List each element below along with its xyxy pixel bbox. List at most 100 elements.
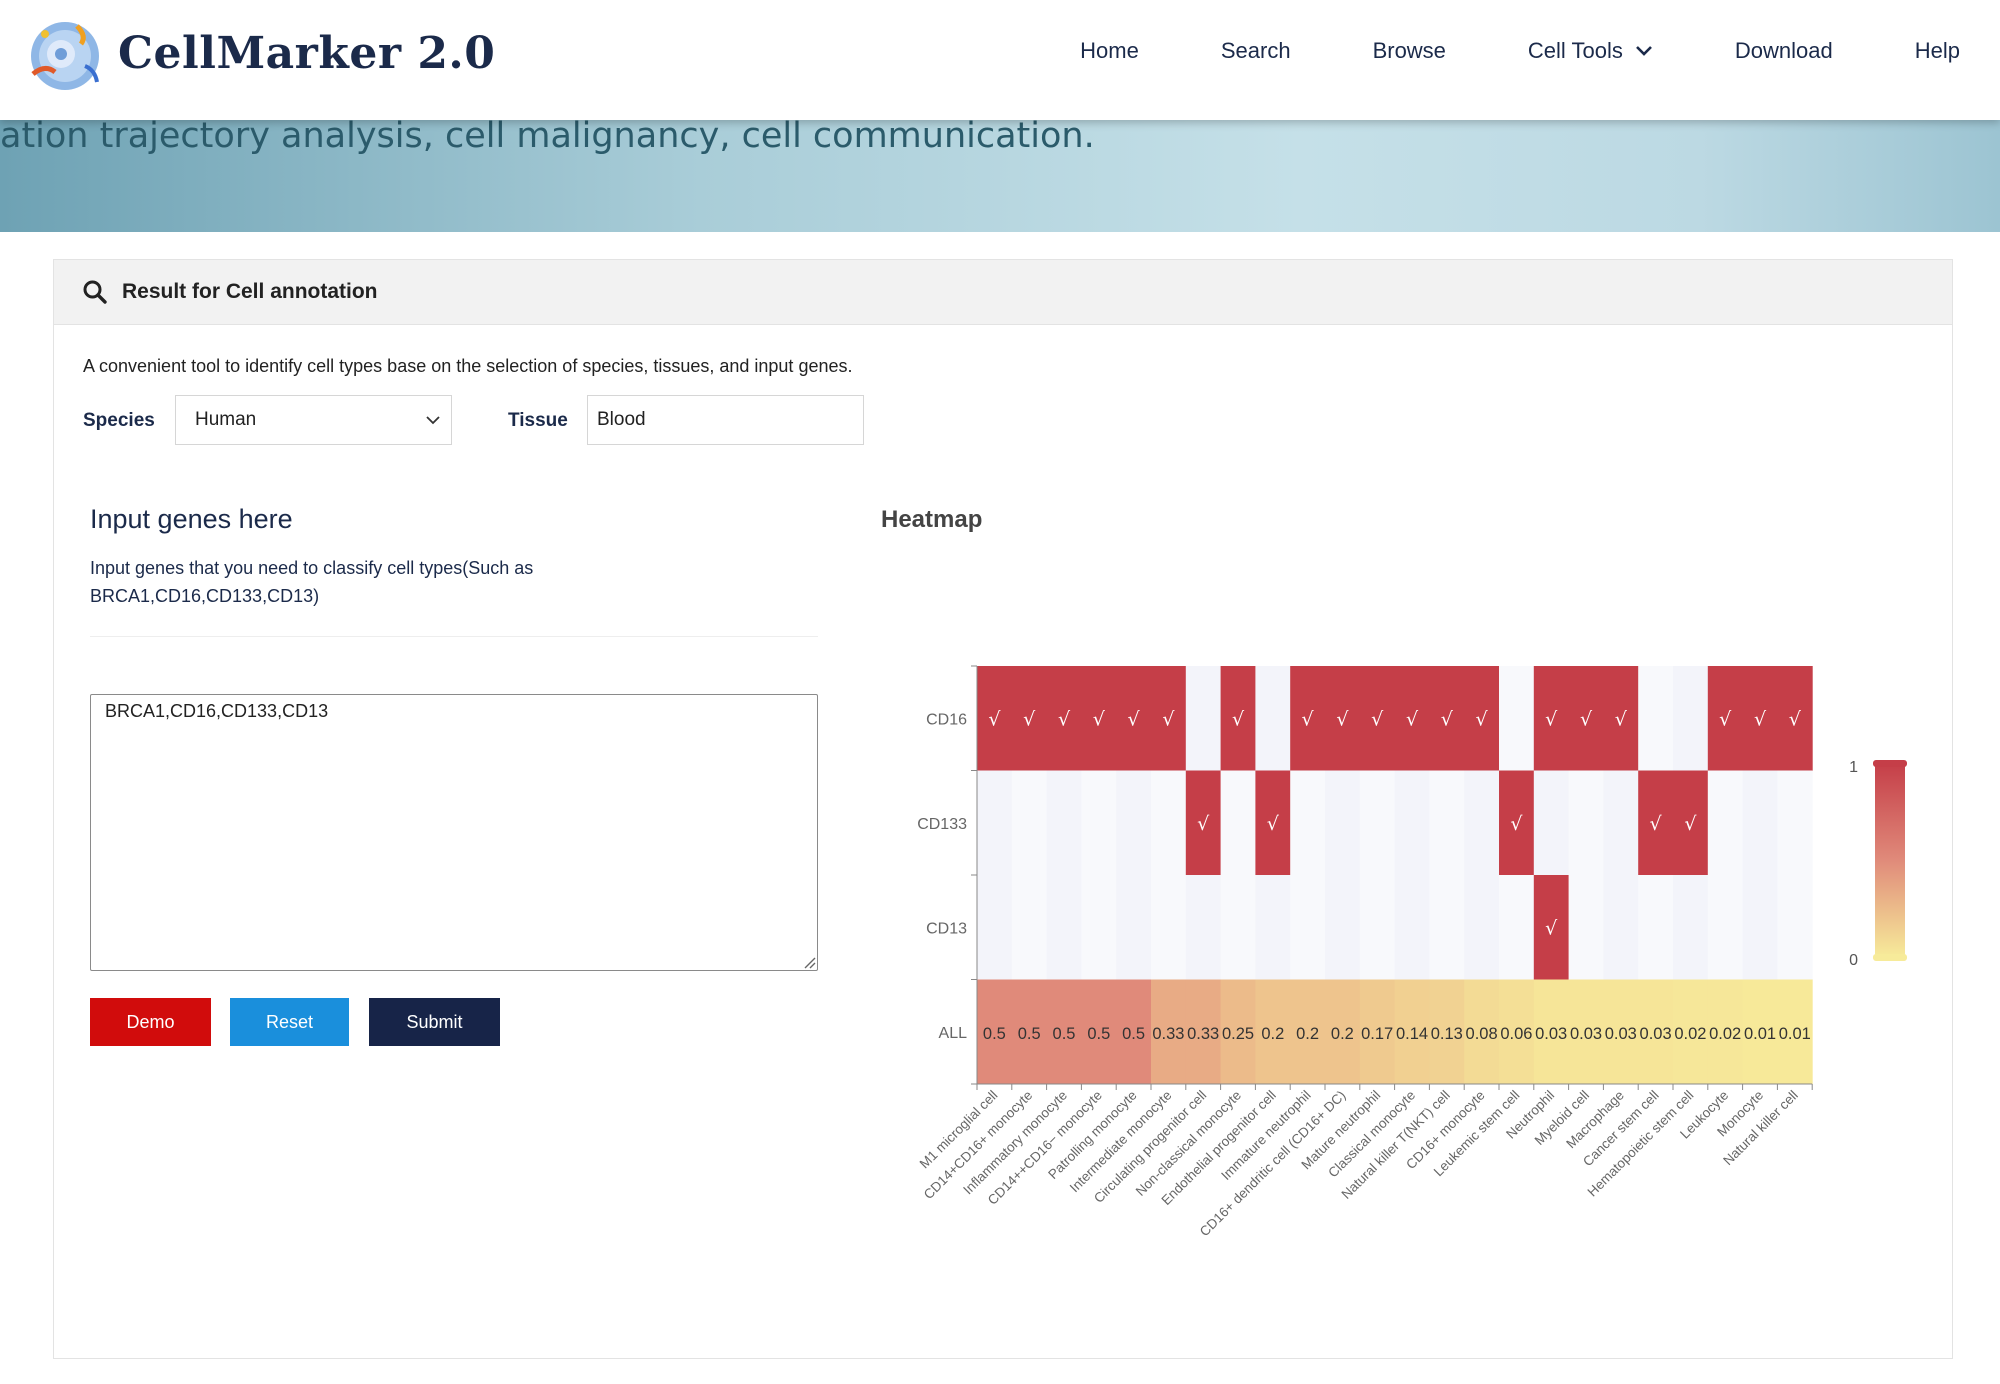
heatmap-cell[interactable] [1777,875,1813,980]
heatmap-all-cell[interactable] [1464,979,1500,1085]
heatmap-cell[interactable] [1638,875,1674,980]
heatmap-cell[interactable] [1116,666,1152,771]
heatmap-cell[interactable] [1046,770,1082,876]
heatmap-cell[interactable] [1707,770,1744,876]
heatmap-cell[interactable] [1638,666,1674,771]
submit-button[interactable]: Submit [369,998,500,1046]
heatmap-all-cell[interactable] [1568,979,1604,1085]
genes-textarea[interactable] [90,694,818,971]
nav-home[interactable]: Home [1080,38,1139,63]
heatmap-all-cell[interactable] [1116,979,1152,1085]
heatmap-cell[interactable] [1603,666,1639,771]
heatmap-all-cell[interactable] [1638,979,1674,1085]
heatmap-cell[interactable] [1116,770,1152,876]
heatmap-cell[interactable] [977,875,1013,980]
heatmap-cell[interactable] [1464,875,1500,980]
heatmap-all-cell[interactable] [1151,979,1187,1085]
heatmap-cell[interactable] [1185,770,1222,876]
colorbar-handle-bottom[interactable] [1873,954,1907,961]
heatmap-cell[interactable] [1046,666,1082,771]
heatmap-cell[interactable] [1429,666,1465,771]
heatmap-cell[interactable] [1046,875,1082,980]
heatmap-cell[interactable] [1533,770,1570,876]
heatmap-cell[interactable] [1220,875,1256,980]
heatmap-all-cell[interactable] [977,979,1013,1085]
heatmap-cell[interactable] [1742,770,1778,876]
heatmap-cell[interactable] [977,666,1013,771]
heatmap-cell[interactable] [1116,875,1152,980]
heatmap-cell[interactable] [1290,666,1326,771]
heatmap-cell[interactable] [1151,666,1187,771]
demo-button[interactable]: Demo [90,998,211,1046]
heatmap-cell[interactable] [1499,666,1535,771]
nav-cell-tools[interactable]: Cell Tools [1528,38,1653,64]
heatmap-cell[interactable] [1707,666,1744,771]
heatmap-cell[interactable] [1151,770,1187,876]
heatmap-cell[interactable] [1255,666,1291,771]
heatmap-cell[interactable] [1533,666,1570,771]
heatmap-all-cell[interactable] [1499,979,1535,1085]
heatmap-cell[interactable] [1359,875,1396,980]
heatmap-cell[interactable] [1394,666,1430,771]
heatmap-all-cell[interactable] [1185,979,1222,1085]
heatmap-all-cell[interactable] [1290,979,1326,1085]
tissue-input[interactable] [587,395,864,445]
heatmap-all-cell[interactable] [1673,979,1709,1085]
heatmap-cell[interactable] [1673,770,1709,876]
heatmap-all-cell[interactable] [1777,979,1813,1085]
heatmap-cell[interactable] [1081,770,1117,876]
heatmap-all-cell[interactable] [1359,979,1396,1085]
heatmap-all-cell[interactable] [1255,979,1291,1085]
heatmap-cell[interactable] [1359,770,1396,876]
heatmap-cell[interactable] [1777,666,1813,771]
heatmap-cell[interactable] [1742,875,1778,980]
heatmap-all-cell[interactable] [1011,979,1048,1085]
heatmap-cell[interactable] [1220,770,1256,876]
heatmap-cell[interactable] [1325,875,1361,980]
heatmap-all-cell[interactable] [1081,979,1117,1085]
heatmap-cell[interactable] [1533,875,1570,980]
site-logo-text[interactable]: CellMarker 2.0 [118,28,496,79]
heatmap-cell[interactable] [1185,666,1222,771]
heatmap-all-cell[interactable] [1742,979,1778,1085]
heatmap-cell[interactable] [1011,875,1048,980]
heatmap-all-cell[interactable] [1325,979,1361,1085]
heatmap-all-cell[interactable] [1603,979,1639,1085]
heatmap-cell[interactable] [1777,770,1813,876]
heatmap-cell[interactable] [1499,875,1535,980]
heatmap-cell[interactable] [1638,770,1674,876]
heatmap-cell[interactable] [1081,875,1117,980]
heatmap-cell[interactable] [1568,770,1604,876]
colorbar-handle-top[interactable] [1873,760,1907,767]
heatmap-cell[interactable] [1081,666,1117,771]
heatmap-cell[interactable] [1255,875,1291,980]
heatmap-cell[interactable] [1394,770,1430,876]
heatmap-cell[interactable] [1011,770,1048,876]
heatmap-cell[interactable] [1707,875,1744,980]
heatmap-cell[interactable] [1394,875,1430,980]
heatmap-cell[interactable] [1359,666,1396,771]
heatmap-cell[interactable] [1429,770,1465,876]
heatmap-all-cell[interactable] [1707,979,1744,1085]
heatmap-cell[interactable] [1290,875,1326,980]
nav-download[interactable]: Download [1734,38,1833,63]
heatmap-cell[interactable] [1220,666,1256,771]
heatmap-cell[interactable] [1151,875,1187,980]
heatmap-all-cell[interactable] [1220,979,1256,1085]
reset-button[interactable]: Reset [230,998,349,1046]
heatmap-cell[interactable] [1603,770,1639,876]
heatmap-cell[interactable] [1255,770,1291,876]
nav-browse[interactable]: Browse [1372,38,1446,63]
heatmap-cell[interactable] [1673,875,1709,980]
heatmap-all-cell[interactable] [1394,979,1430,1085]
heatmap-cell[interactable] [1568,666,1604,771]
heatmap-cell[interactable] [1673,666,1709,771]
heatmap-cell[interactable] [1429,875,1465,980]
heatmap-all-cell[interactable] [1046,979,1082,1085]
resize-grip-icon[interactable] [802,955,816,969]
heatmap-cell[interactable] [1185,875,1222,980]
heatmap-cell[interactable] [1464,770,1500,876]
species-select[interactable]: Human [175,395,452,445]
heatmap-cell[interactable] [1742,666,1778,771]
heatmap-all-cell[interactable] [1533,979,1570,1085]
